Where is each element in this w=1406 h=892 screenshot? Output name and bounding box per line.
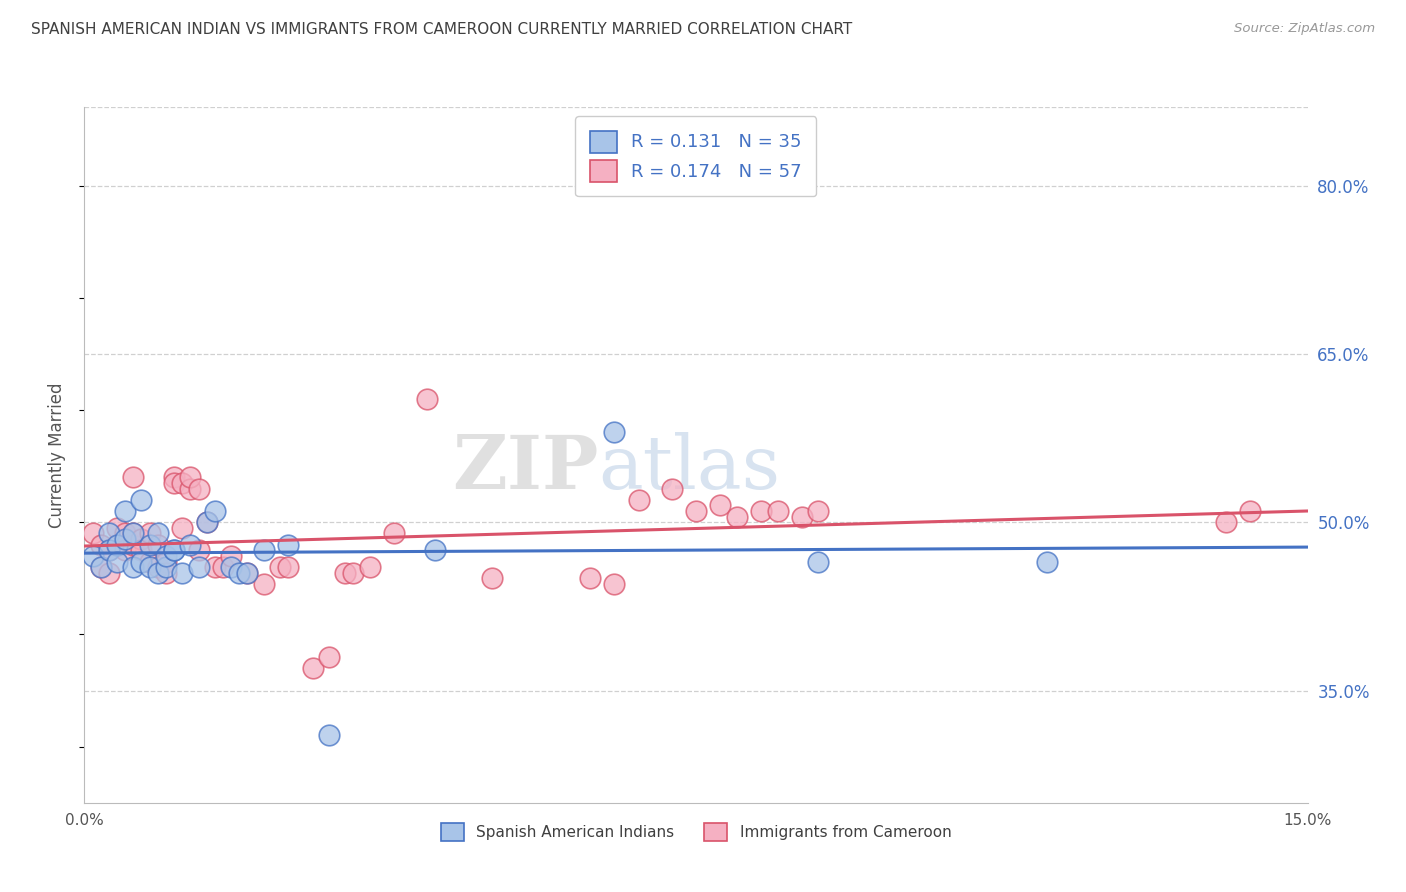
Point xyxy=(423,543,446,558)
Point xyxy=(105,538,128,552)
Point xyxy=(97,543,120,558)
Point xyxy=(138,555,160,569)
Point xyxy=(228,566,250,580)
Point xyxy=(155,566,177,580)
Point xyxy=(236,566,259,580)
Point xyxy=(1239,504,1261,518)
Point xyxy=(627,492,650,507)
Point xyxy=(195,515,218,529)
Point xyxy=(195,515,218,529)
Point xyxy=(122,560,145,574)
Point xyxy=(212,560,235,574)
Point xyxy=(163,543,186,558)
Point xyxy=(97,526,120,541)
Point xyxy=(187,482,209,496)
Point xyxy=(163,470,186,484)
Point xyxy=(82,526,104,541)
Point xyxy=(114,543,136,558)
Text: SPANISH AMERICAN INDIAN VS IMMIGRANTS FROM CAMEROON CURRENTLY MARRIED CORRELATIO: SPANISH AMERICAN INDIAN VS IMMIGRANTS FR… xyxy=(31,22,852,37)
Point xyxy=(236,566,259,580)
Y-axis label: Currently Married: Currently Married xyxy=(48,382,66,528)
Point xyxy=(146,560,169,574)
Point xyxy=(172,566,194,580)
Point xyxy=(187,560,209,574)
Point xyxy=(187,543,209,558)
Point xyxy=(219,560,242,574)
Point xyxy=(1215,515,1237,529)
Point xyxy=(122,470,145,484)
Point xyxy=(277,560,299,574)
Point xyxy=(749,504,772,518)
Point xyxy=(790,509,813,524)
Point xyxy=(155,549,177,563)
Point xyxy=(114,532,136,546)
Point xyxy=(146,538,169,552)
Point xyxy=(204,504,226,518)
Text: Source: ZipAtlas.com: Source: ZipAtlas.com xyxy=(1234,22,1375,36)
Point xyxy=(105,555,128,569)
Point xyxy=(138,526,160,541)
Point xyxy=(131,543,153,558)
Point xyxy=(277,538,299,552)
Point xyxy=(709,499,731,513)
Point xyxy=(253,577,276,591)
Point xyxy=(122,526,145,541)
Point xyxy=(146,566,169,580)
Point xyxy=(172,521,194,535)
Point xyxy=(301,661,323,675)
Point xyxy=(359,560,381,574)
Point xyxy=(318,729,340,743)
Point xyxy=(1035,555,1057,569)
Point xyxy=(114,504,136,518)
Point xyxy=(163,475,186,490)
Point xyxy=(146,526,169,541)
Point xyxy=(131,555,153,569)
Point xyxy=(342,566,364,580)
Point xyxy=(122,526,145,541)
Point xyxy=(579,571,602,585)
Point xyxy=(416,392,439,406)
Point xyxy=(481,571,503,585)
Point xyxy=(318,649,340,664)
Point xyxy=(603,577,626,591)
Point xyxy=(163,543,186,558)
Point xyxy=(335,566,357,580)
Point xyxy=(179,470,201,484)
Point xyxy=(138,538,160,552)
Point xyxy=(807,504,830,518)
Point xyxy=(114,526,136,541)
Text: atlas: atlas xyxy=(598,433,780,506)
Point xyxy=(122,538,145,552)
Point xyxy=(219,549,242,563)
Point xyxy=(661,482,683,496)
Point xyxy=(155,560,177,574)
Point xyxy=(90,560,112,574)
Text: ZIP: ZIP xyxy=(451,433,598,506)
Point xyxy=(138,560,160,574)
Point xyxy=(105,538,128,552)
Point xyxy=(97,543,120,558)
Point xyxy=(603,425,626,440)
Point xyxy=(155,555,177,569)
Point xyxy=(82,549,104,563)
Point xyxy=(725,509,748,524)
Point xyxy=(172,475,194,490)
Point xyxy=(269,560,291,574)
Point xyxy=(179,482,201,496)
Point xyxy=(131,532,153,546)
Point xyxy=(90,538,112,552)
Point xyxy=(90,560,112,574)
Point xyxy=(766,504,789,518)
Point xyxy=(105,521,128,535)
Point xyxy=(204,560,226,574)
Point xyxy=(382,526,405,541)
Point xyxy=(685,504,707,518)
Legend: Spanish American Indians, Immigrants from Cameroon: Spanish American Indians, Immigrants fro… xyxy=(434,816,957,847)
Point xyxy=(807,555,830,569)
Point xyxy=(253,543,276,558)
Point xyxy=(97,566,120,580)
Point xyxy=(131,492,153,507)
Point xyxy=(179,538,201,552)
